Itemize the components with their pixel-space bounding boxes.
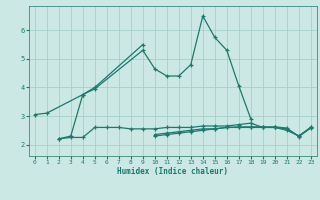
X-axis label: Humidex (Indice chaleur): Humidex (Indice chaleur) (117, 167, 228, 176)
